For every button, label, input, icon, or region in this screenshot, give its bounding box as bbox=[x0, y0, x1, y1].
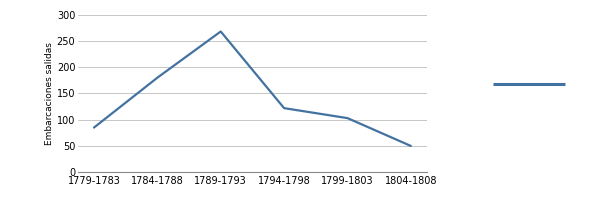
Y-axis label: Embarcaciones salidas: Embarcaciones salidas bbox=[45, 42, 54, 145]
